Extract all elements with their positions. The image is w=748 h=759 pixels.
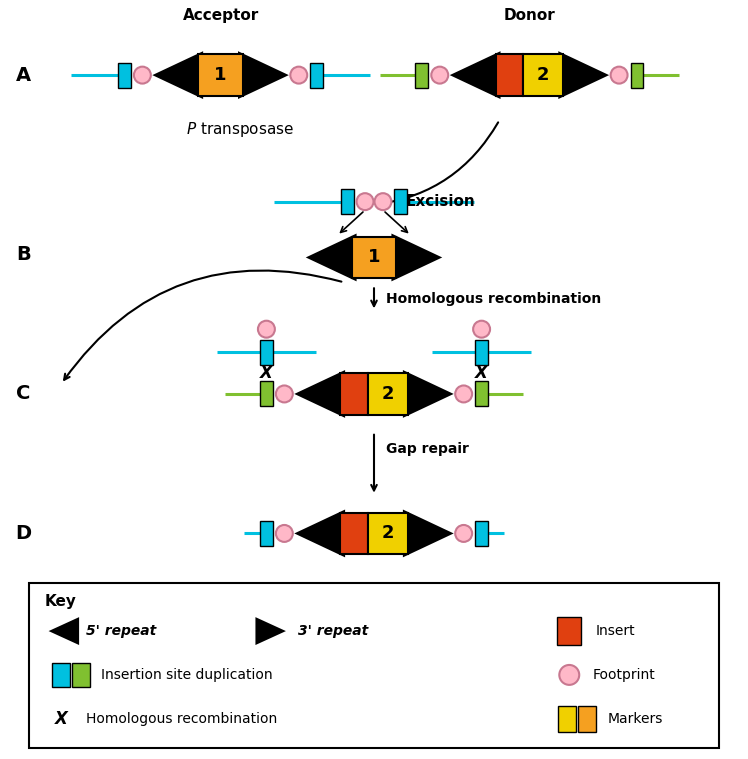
Bar: [260, 339, 273, 364]
Text: Footprint: Footprint: [592, 668, 655, 682]
Circle shape: [473, 321, 490, 338]
Text: C: C: [16, 385, 31, 404]
Bar: [340, 373, 368, 415]
Polygon shape: [403, 509, 454, 557]
Circle shape: [375, 194, 391, 210]
Circle shape: [610, 67, 628, 83]
Bar: [118, 63, 131, 87]
Text: 2: 2: [537, 66, 550, 84]
Polygon shape: [294, 509, 345, 557]
Text: Donor: Donor: [503, 8, 555, 23]
Polygon shape: [558, 51, 609, 99]
Text: Insertion site duplication: Insertion site duplication: [101, 668, 272, 682]
Bar: [310, 63, 323, 87]
Bar: [475, 382, 488, 406]
Text: D: D: [15, 524, 31, 543]
Bar: [557, 617, 581, 645]
Text: 2: 2: [381, 524, 394, 543]
Text: Acceptor: Acceptor: [183, 8, 259, 23]
Bar: [340, 512, 368, 554]
Polygon shape: [238, 51, 289, 99]
Text: 1: 1: [215, 66, 227, 84]
Circle shape: [134, 67, 151, 83]
Text: 5' repeat: 5' repeat: [86, 624, 156, 638]
Bar: [52, 663, 70, 687]
Circle shape: [560, 665, 579, 685]
Text: Homologous recombination: Homologous recombination: [386, 292, 601, 307]
Bar: [475, 339, 488, 364]
Text: Insert: Insert: [595, 624, 635, 638]
Text: Markers: Markers: [607, 712, 663, 726]
Polygon shape: [391, 234, 442, 282]
Circle shape: [456, 525, 472, 542]
Bar: [415, 63, 429, 87]
Polygon shape: [255, 617, 286, 645]
Circle shape: [258, 321, 275, 338]
Bar: [631, 63, 643, 87]
Text: A: A: [16, 65, 31, 84]
Text: X: X: [55, 710, 67, 728]
Text: Homologous recombination: Homologous recombination: [86, 712, 278, 726]
Text: Gap repair: Gap repair: [386, 442, 469, 455]
Circle shape: [432, 67, 448, 83]
Polygon shape: [306, 234, 357, 282]
Text: $\it{P}$ transposase: $\it{P}$ transposase: [186, 121, 294, 140]
Bar: [198, 54, 243, 96]
Polygon shape: [450, 51, 500, 99]
Bar: [495, 54, 524, 96]
Text: 1: 1: [368, 248, 380, 266]
Polygon shape: [49, 617, 79, 645]
Polygon shape: [294, 370, 345, 418]
Text: 2: 2: [381, 385, 394, 403]
Circle shape: [290, 67, 307, 83]
Bar: [394, 189, 408, 214]
Bar: [578, 706, 596, 732]
Bar: [260, 521, 273, 546]
Text: 3' repeat: 3' repeat: [298, 624, 369, 638]
Text: B: B: [16, 245, 31, 264]
Text: Excision: Excision: [406, 194, 476, 209]
Text: X: X: [475, 364, 488, 382]
Bar: [524, 54, 563, 96]
Bar: [475, 521, 488, 546]
Bar: [368, 373, 408, 415]
Bar: [29, 583, 719, 748]
Bar: [368, 512, 408, 554]
Bar: [352, 237, 396, 279]
Text: X: X: [260, 364, 273, 382]
Circle shape: [456, 386, 472, 402]
Circle shape: [276, 525, 292, 542]
Circle shape: [276, 386, 292, 402]
Text: Key: Key: [44, 594, 76, 609]
Bar: [558, 706, 576, 732]
Bar: [72, 663, 90, 687]
Polygon shape: [153, 51, 203, 99]
Bar: [340, 189, 354, 214]
Bar: [260, 382, 273, 406]
Circle shape: [357, 194, 373, 210]
Polygon shape: [403, 370, 454, 418]
